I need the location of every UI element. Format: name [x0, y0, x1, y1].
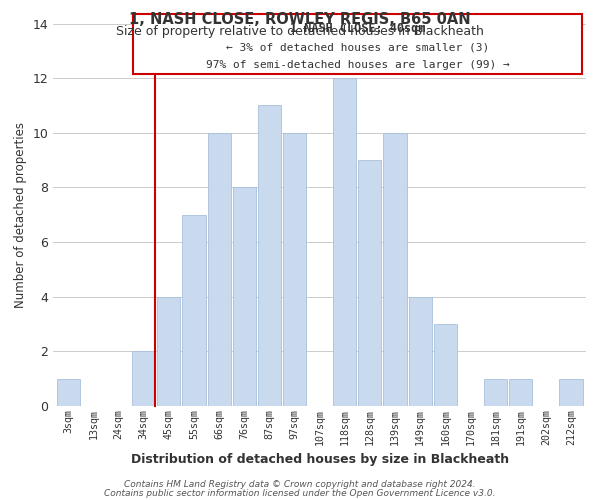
FancyBboxPatch shape: [133, 14, 583, 74]
Bar: [233, 188, 256, 406]
Bar: [56, 378, 80, 406]
Bar: [283, 133, 306, 406]
Text: Contains public sector information licensed under the Open Government Licence v3: Contains public sector information licen…: [104, 488, 496, 498]
Text: 1, NASH CLOSE, ROWLEY REGIS, B65 0AN: 1, NASH CLOSE, ROWLEY REGIS, B65 0AN: [129, 12, 471, 28]
Text: ← 3% of detached houses are smaller (3): ← 3% of detached houses are smaller (3): [226, 42, 490, 52]
Bar: [509, 378, 532, 406]
Bar: [383, 133, 407, 406]
Bar: [132, 352, 155, 406]
Bar: [208, 133, 230, 406]
Bar: [409, 296, 432, 406]
Bar: [434, 324, 457, 406]
Text: 97% of semi-detached houses are larger (99) →: 97% of semi-detached houses are larger (…: [206, 60, 509, 70]
Bar: [559, 378, 583, 406]
Text: Contains HM Land Registry data © Crown copyright and database right 2024.: Contains HM Land Registry data © Crown c…: [124, 480, 476, 489]
X-axis label: Distribution of detached houses by size in Blackheath: Distribution of detached houses by size …: [131, 453, 509, 466]
Bar: [258, 106, 281, 406]
Y-axis label: Number of detached properties: Number of detached properties: [14, 122, 27, 308]
Text: Size of property relative to detached houses in Blackheath: Size of property relative to detached ho…: [116, 25, 484, 38]
Bar: [358, 160, 382, 406]
Bar: [333, 78, 356, 406]
Bar: [157, 296, 181, 406]
Text: 1 NASH CLOSE: 40sqm: 1 NASH CLOSE: 40sqm: [290, 22, 425, 36]
Bar: [484, 378, 507, 406]
Bar: [182, 215, 206, 406]
